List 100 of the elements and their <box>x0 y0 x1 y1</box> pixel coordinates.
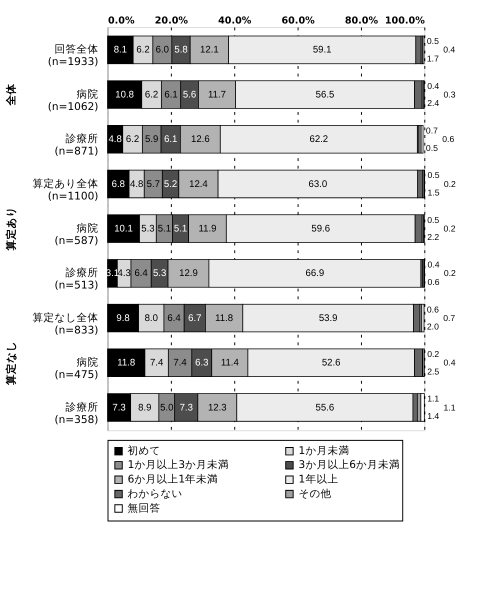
data-label: 12.6 <box>191 134 210 146</box>
legend-label: 無回答 <box>128 502 161 514</box>
data-label: 12.4 <box>189 178 208 190</box>
data-label: 12.1 <box>200 44 219 56</box>
data-label: 0.3 <box>444 89 456 100</box>
data-label: 0.2 <box>427 349 440 359</box>
data-label: 0.6 <box>426 304 440 314</box>
data-label: 11.9 <box>198 224 216 235</box>
data-label: 6.3 <box>195 358 208 369</box>
data-label: 6.2 <box>136 44 150 56</box>
data-label: 12.9 <box>179 268 198 280</box>
y-tick-label: 病院 (n=1062) <box>48 87 98 113</box>
data-label: 63.0 <box>308 178 328 190</box>
data-label: 2.0 <box>426 322 440 332</box>
legend-label: 3か月以上6か月未満 <box>298 458 400 472</box>
legend-label: わからない <box>128 488 183 500</box>
data-label: 1.7 <box>426 53 440 64</box>
data-label: 55.6 <box>316 402 334 414</box>
data-label: 0.6 <box>442 134 454 144</box>
data-label: 0.2 <box>444 268 456 278</box>
legend-label: 1年以上 <box>298 472 338 486</box>
y-tick-label: 病院 (n=475) <box>54 356 98 382</box>
text: 算定あり <box>4 206 18 252</box>
data-label: 11.8 <box>215 312 234 324</box>
data-label: 0.7 <box>426 126 438 136</box>
legend-label: 1か月未満 <box>298 444 350 458</box>
data-label: 6.8 <box>112 178 125 190</box>
data-label: 5.1 <box>174 224 188 235</box>
legend-label: 1か月以上3か月未満 <box>128 458 230 472</box>
data-label: 5.3 <box>141 224 155 235</box>
data-label: 0.4 <box>428 260 440 270</box>
data-label: 0.7 <box>443 312 456 323</box>
data-label: 56.5 <box>316 89 334 100</box>
text: 全体 <box>4 82 18 107</box>
y-tick-label: 診療所 (n=358) <box>54 400 98 426</box>
data-label: 2.2 <box>427 232 440 242</box>
data-label: 1.4 <box>427 410 440 421</box>
data-label: 8.1 <box>114 44 128 56</box>
data-label: 0.4 <box>443 44 456 55</box>
x-tick-label: 80.0% <box>344 16 378 27</box>
data-label: 6.2 <box>126 134 140 146</box>
data-label: 11.8 <box>117 358 136 369</box>
data-label: 7.3 <box>180 402 193 414</box>
data-label: 8.9 <box>138 402 152 414</box>
data-label: 4.8 <box>108 134 122 146</box>
data-label: 5.0 <box>160 402 174 414</box>
data-label: 0.5 <box>427 214 440 225</box>
y-tick-label: 回答全体 (n=1933) <box>48 44 98 68</box>
y-tick-label: 算定あり全体 (n=1100) <box>32 176 98 202</box>
data-label: 0.2 <box>444 224 456 234</box>
legend-label: 6か月以上1年未満 <box>128 472 218 486</box>
data-label: 0.2 <box>444 178 456 189</box>
data-label: 62.2 <box>309 134 328 146</box>
x-tick-label: 100.0% <box>384 16 426 27</box>
data-label: 2.5 <box>427 366 440 376</box>
legend-label: 初めて <box>128 444 161 458</box>
data-label: 6.2 <box>144 89 158 100</box>
data-label: 66.9 <box>306 268 324 280</box>
data-label: 6.4 <box>134 268 148 280</box>
y-tick-label: 診療所 (n=871) <box>54 132 98 158</box>
data-label: 6.7 <box>188 312 202 324</box>
data-label: 5.6 <box>182 89 196 100</box>
data-label: 1.1 <box>427 394 440 404</box>
data-label: 53.9 <box>318 312 338 324</box>
data-label: 11.4 <box>220 358 240 369</box>
data-label: 0.5 <box>426 36 440 46</box>
data-label: 8.0 <box>144 312 158 324</box>
y-tick-label: 診療所 (n=513) <box>54 266 98 292</box>
data-label: 12.3 <box>208 402 227 414</box>
x-tick-label: 0.0% <box>108 16 135 27</box>
data-label: 0.6 <box>428 276 440 287</box>
x-tick-label: 40.0% <box>218 16 252 27</box>
data-label: 52.6 <box>322 358 341 369</box>
data-label: 59.6 <box>311 224 330 235</box>
data-label: 59.1 <box>312 44 332 56</box>
data-label: 10.8 <box>115 89 134 100</box>
x-tick-label: 60.0% <box>281 16 316 27</box>
data-label: 0.4 <box>427 80 440 91</box>
y-tick-label: 病院 (n=587) <box>54 222 98 248</box>
data-label: 6.1 <box>164 134 178 146</box>
data-label: 6.1 <box>164 89 178 100</box>
data-label: 7.4 <box>173 358 188 369</box>
text: 算定なし <box>4 340 18 386</box>
data-label: 6.0 <box>156 44 169 56</box>
data-label: 0.5 <box>428 170 440 180</box>
data-label: 5.3 <box>152 268 166 280</box>
x-tick-label: 20.0% <box>154 16 188 27</box>
data-label: 5.7 <box>146 178 160 190</box>
data-label: 7.4 <box>150 358 164 369</box>
data-label: 5.2 <box>164 178 178 190</box>
data-label: 1.1 <box>444 402 456 412</box>
data-label: 9.8 <box>116 312 130 324</box>
data-label: 0.4 <box>444 358 456 368</box>
data-label: 11.7 <box>208 89 226 100</box>
data-label: 4.8 <box>130 178 144 190</box>
data-label: 6.4 <box>167 312 182 324</box>
data-label: 5.1 <box>158 224 172 235</box>
data-label: 5.9 <box>145 134 158 146</box>
data-label: 10.1 <box>114 224 133 235</box>
data-label: 5.8 <box>174 44 188 56</box>
